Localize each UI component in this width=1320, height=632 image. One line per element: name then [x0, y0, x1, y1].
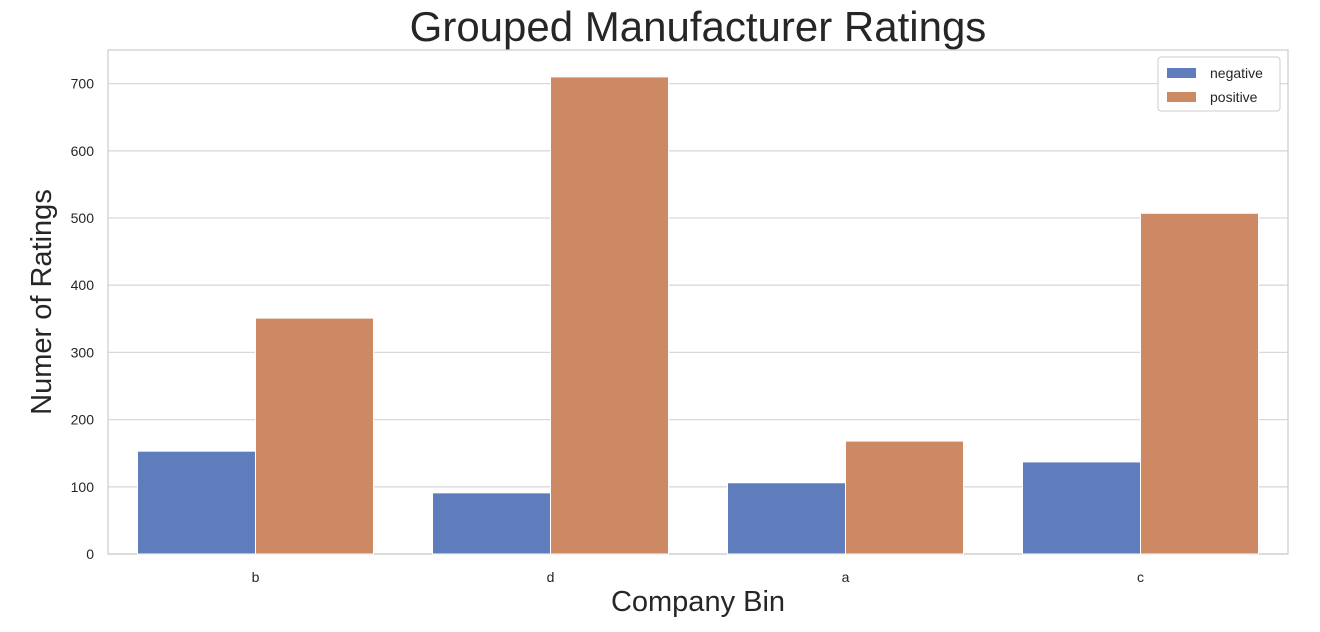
bar-positive-d: [550, 76, 669, 555]
bar-negative-d: [432, 492, 551, 555]
legend-swatch-positive: [1167, 92, 1196, 102]
legend-swatch-negative: [1167, 68, 1196, 78]
x-tick-label: c: [1137, 569, 1144, 585]
y-tick-label: 600: [71, 143, 95, 159]
legend: negative positive: [1157, 56, 1281, 112]
y-axis-label: Numer of Ratings: [26, 189, 58, 415]
y-tick-label: 200: [71, 412, 95, 428]
x-tick-label: d: [547, 569, 555, 585]
legend-label-positive: positive: [1210, 89, 1258, 105]
bar-negative-b: [137, 450, 256, 555]
x-tick-label: b: [252, 569, 260, 585]
y-tick-label: 0: [86, 546, 94, 562]
plot-frame: [107, 49, 1289, 555]
bar-negative-c: [1022, 461, 1141, 555]
bar-positive-b: [255, 317, 374, 555]
bar-positive-a: [845, 440, 964, 555]
x-axis-label: Company Bin: [611, 586, 785, 618]
x-tick-label: a: [842, 569, 850, 585]
y-tick-labels: 0 100 200 300 400 500 600 700: [71, 76, 95, 562]
y-tick-label: 700: [71, 76, 95, 92]
bar-positive-c: [1140, 212, 1259, 555]
bars: [137, 76, 1259, 555]
legend-label-negative: negative: [1210, 65, 1263, 81]
y-tick-label: 100: [71, 479, 95, 495]
y-tick-label: 500: [71, 210, 95, 226]
chart-title: Grouped Manufacturer Ratings: [410, 3, 987, 50]
y-tick-label: 400: [71, 277, 95, 293]
bar-negative-a: [727, 482, 846, 555]
y-tick-label: 300: [71, 344, 95, 360]
